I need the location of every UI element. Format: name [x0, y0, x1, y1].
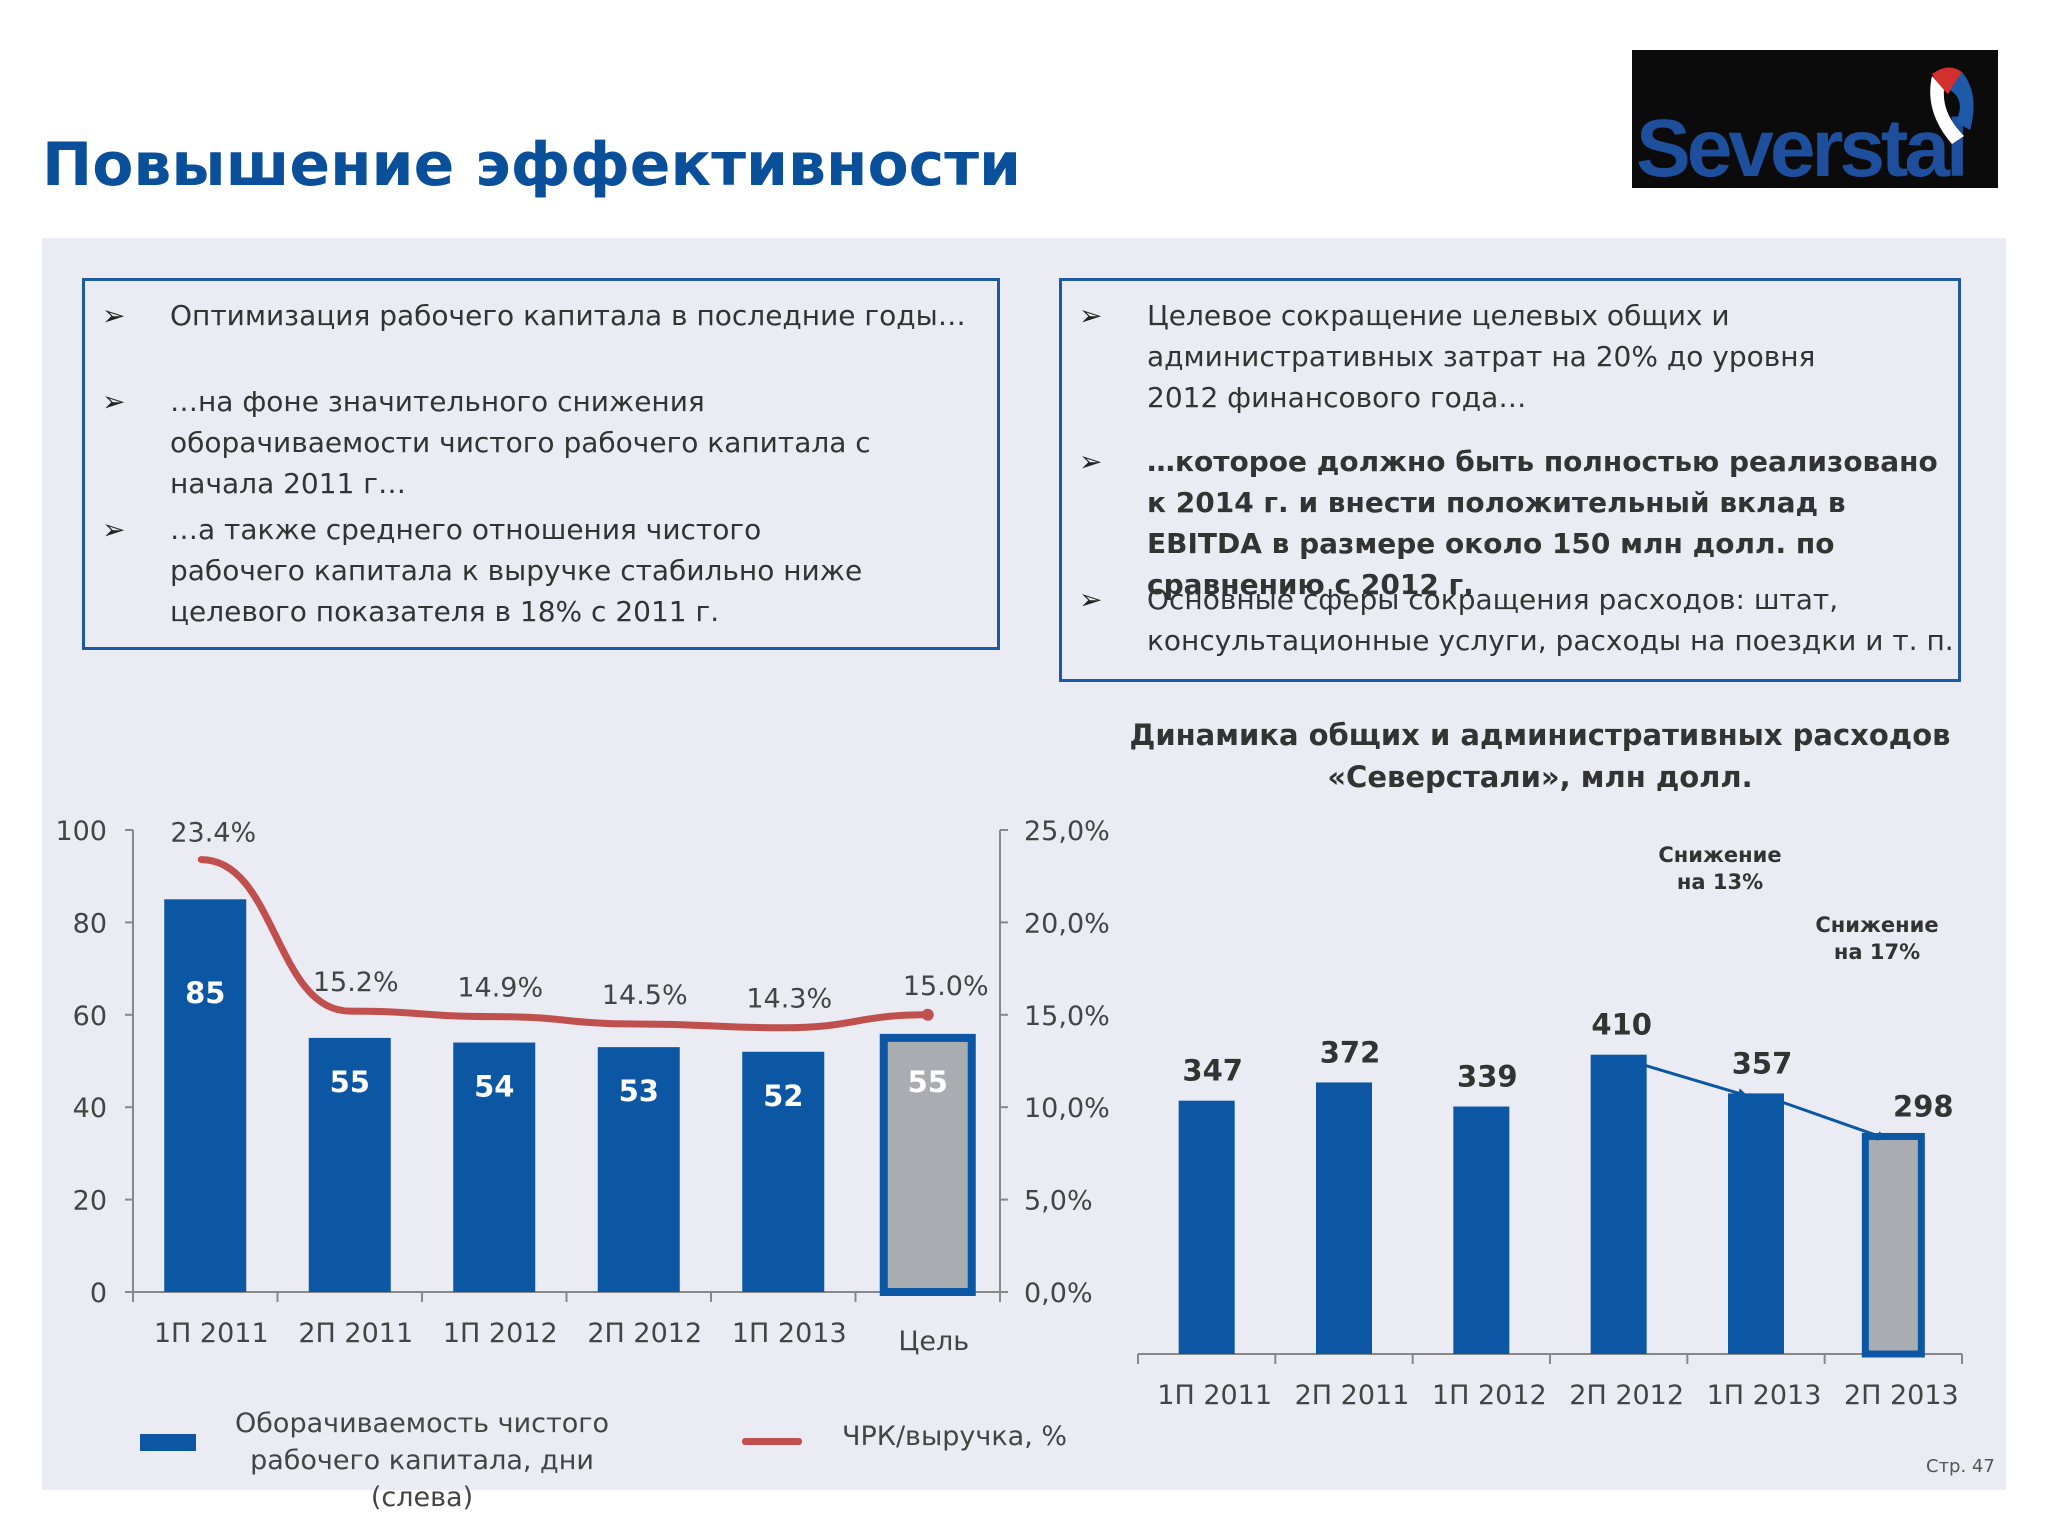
legend-line-label: ЧРК/выручка, %: [842, 1421, 1068, 1452]
arrow-bullet-icon: ➢: [102, 385, 126, 418]
arrow-bullet-icon: ➢: [1079, 445, 1103, 478]
page-number: Стр. 47: [1926, 1456, 1995, 1477]
severstal-logo: Severstal: [1632, 50, 1998, 188]
logo-swoosh-icon: [1930, 67, 1974, 144]
page-title: Повышение эффективности: [42, 130, 1022, 200]
right-text-box: ➢ Целевое сокращение целевых общих и адм…: [1059, 278, 1961, 682]
legend-line-swatch: [742, 1438, 802, 1445]
sga-chart-title: Динамика общих и административных расход…: [1129, 718, 1951, 794]
logo-text: Severstal: [1636, 103, 1969, 189]
arrow-bullet-icon: ➢: [102, 299, 126, 332]
arrow-bullet-icon: ➢: [1079, 299, 1103, 332]
legend-bars-swatch: [140, 1434, 196, 1451]
left-text-box: ➢ Оптимизация рабочего капитала в послед…: [82, 278, 1000, 650]
arrow-bullet-icon: ➢: [1079, 583, 1103, 616]
legend-bars-label: Оборачиваемость чистого рабочего капитал…: [235, 1408, 609, 1513]
arrow-bullet-icon: ➢: [102, 513, 126, 546]
